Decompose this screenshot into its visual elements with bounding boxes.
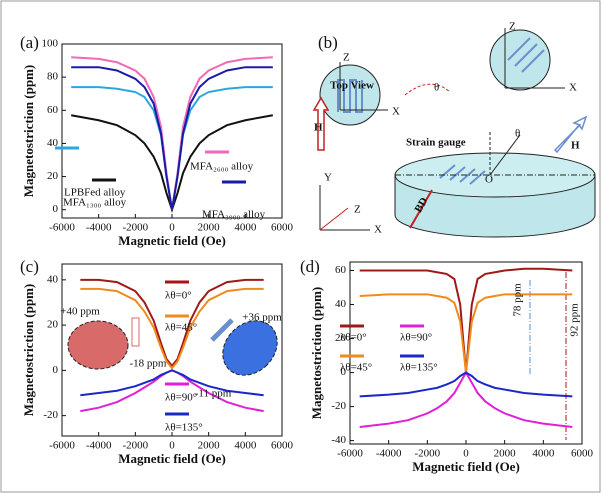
legend-label: λθ=45° [340,362,372,374]
x-tick-label: 6000 [271,222,294,234]
gauge-grid [439,164,486,185]
legend-label: λθ=0° [165,290,192,302]
series-line [71,66,273,210]
strain-arrow [210,318,234,342]
legend-label: λθ=135° [165,422,203,434]
x-tick-label: 6000 [271,440,294,452]
legend-label: LPBFed alloy [64,187,126,199]
x-tick-label: -4000 [86,440,112,452]
h-arrow [312,96,330,151]
diagram-label: θ [515,128,520,140]
y-tick-label: 40 [335,298,347,310]
gauge-grid [337,79,363,113]
bd-arrow [409,189,433,229]
y-axis-label: Magnetostriction (ppm) [309,287,324,420]
y-tick-label: 0 [341,366,347,378]
diagram-label: X [374,224,382,236]
series-line [80,287,264,370]
x-tick-label: -2000 [122,440,148,452]
annotation: -18 ppm [130,358,167,370]
legend-label: MFA₃₉₀₀ alloy [202,209,266,221]
y-tick-label: -40 [331,434,346,446]
strain-arrow [131,317,140,347]
rotate-arrow [404,83,451,96]
x-tick-label: -6000 [49,222,75,234]
legend-label: λθ=90° [165,392,197,404]
x-tick-label: 0 [463,448,469,460]
x-tick-label: -6000 [49,440,75,452]
x-tick-label: 6000 [571,448,594,460]
diagram-label: θ [434,82,439,94]
x-tick-label: -4000 [376,448,402,460]
x-tick-label: -2000 [414,448,440,460]
annotation: -11 ppm [195,388,232,400]
x-tick-label: 0 [169,440,175,452]
legend-label: λθ=90° [400,332,432,344]
legend-label: MFA₁₃₀₀ alloy [63,197,127,209]
panel-label: (d) [300,257,320,276]
gauge-grid [507,37,545,73]
y-tick-label: -20 [43,409,58,421]
y-tick-label: 100 [42,38,59,50]
legend-label: λθ=45° [165,322,197,334]
diagram-label: H [571,140,580,152]
axis [319,207,349,231]
annotation: +40 ppm [60,306,100,318]
x-tick-label: 0 [169,222,175,234]
series-line [359,371,573,398]
diagram-label: Y [324,172,332,184]
diagram-label: O [485,174,493,186]
legend-label: MFA₂₆₀₀ alloy [190,161,254,173]
y-tick-label: 40 [47,137,59,149]
diagram-label: (b) [318,33,338,52]
legend-label: λθ=0° [340,332,367,344]
x-axis-label: Magnetic field (Oe) [412,459,520,474]
series-line [80,278,264,368]
diagram-label: Z [509,21,516,33]
diagram-label: Z [354,204,361,216]
diagram-label: Strain gauge [406,137,466,149]
h-arrow-rotated [553,115,588,154]
y-tick-label: -20 [331,400,346,412]
domain-shape [222,320,278,376]
y-tick-label: 40 [47,273,59,285]
diagram-label: H [314,122,323,134]
angle-line [489,134,521,176]
x-tick-label: -4000 [86,222,112,234]
y-axis-label: Magnetostriction (ppm) [21,65,36,198]
x-tick-label: 4000 [234,440,257,452]
domain-shape [67,320,129,370]
diagram-label: X [392,106,400,118]
diagram-label: Top View [330,80,374,92]
y-tick-label: 20 [335,332,347,344]
x-tick-label: 2000 [494,448,517,460]
series-line [80,369,264,397]
y-tick-label: 20 [47,319,59,331]
x-axis-label: Magnetic field (Oe) [118,233,226,248]
panel-b-diagram [312,28,596,238]
diagram-label: Z [343,52,350,64]
y-tick-label: 0 [53,203,59,215]
y-tick-label: 0 [53,364,59,376]
y-tick-label: 20 [47,170,59,182]
legend-label: λθ=135° [400,362,438,374]
x-tick-label: -2000 [122,222,148,234]
y-tick-label: 60 [47,104,59,116]
annotation: 78 ppm [512,283,524,317]
x-axis-label: Magnetic field (Oe) [118,451,226,466]
annotation: 92 ppm [569,303,581,337]
x-tick-label: 4000 [532,448,555,460]
y-tick-label: 60 [335,264,347,276]
x-tick-label: 2000 [198,440,221,452]
y-axis-label: Magnetostriction (ppm) [21,284,36,417]
panel-label: (c) [20,257,39,276]
y-tick-label: 80 [47,71,59,83]
x-tick-label: 2000 [198,222,221,234]
diagram-label: X [569,82,577,94]
panel-label: (a) [20,33,39,52]
x-tick-label: -6000 [337,448,363,460]
x-tick-label: 4000 [234,222,257,234]
annotation: +36 ppm [242,312,282,324]
